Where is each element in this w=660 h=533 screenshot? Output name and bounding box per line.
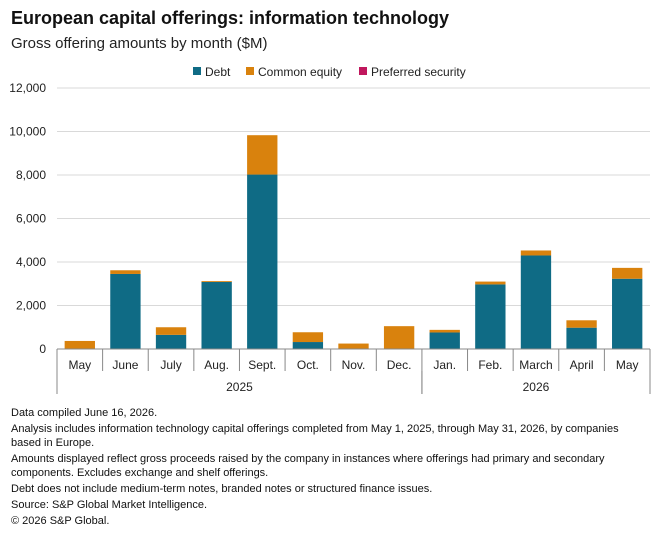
x-tick-label: Jan.	[433, 358, 456, 372]
x-tick-label: May	[68, 358, 91, 372]
bar-common-equity	[64, 340, 95, 349]
grid-lines	[57, 87, 650, 306]
bar-common-equity	[383, 326, 415, 349]
bar-common-equity	[292, 332, 324, 343]
bar-debt	[292, 342, 324, 349]
bar-debt	[429, 332, 460, 349]
bar-debt	[247, 174, 278, 349]
legend-label: Common equity	[258, 65, 342, 79]
x-tick-label: June	[112, 358, 138, 372]
bar-debt	[201, 282, 232, 349]
bar-debt	[475, 284, 506, 349]
note-amounts: Amounts displayed reflect gross proceeds…	[11, 453, 605, 479]
bar-debt	[110, 273, 141, 349]
legend-swatch	[359, 67, 367, 75]
year-label: 2026	[523, 380, 550, 394]
bar-debt	[155, 334, 187, 349]
year-label: 2025	[226, 380, 253, 394]
note-copyright: © 2026 S&P Global.	[11, 515, 110, 527]
bar-common-equity	[201, 281, 232, 283]
x-tick-label: Dec.	[387, 358, 412, 372]
legend-label: Debt	[205, 65, 231, 79]
bar-debt	[566, 327, 597, 349]
bar-common-equity	[429, 329, 460, 333]
bar-common-equity	[338, 343, 369, 349]
x-tick-label: May	[616, 358, 639, 372]
bar-common-equity	[110, 270, 141, 274]
x-axis: May June July Aug. Sept. Oct. Nov. Dec. Jan. Feb.…	[56, 348, 651, 394]
x-tick-label: Aug.	[204, 358, 229, 372]
note-date: Data compiled June 16, 2026.	[11, 407, 158, 419]
bar-common-equity	[520, 250, 552, 256]
bar-debt	[612, 278, 643, 349]
bar-common-equity	[566, 320, 597, 328]
y-axis: 0 2,000 4,000 6,000 8,000 10,000 12,000	[9, 81, 46, 356]
chart-subtitle: Gross offering amounts by month ($M)	[11, 35, 268, 52]
bar-debt	[520, 255, 552, 349]
y-tick-label: 6,000	[16, 212, 46, 226]
bars	[64, 135, 643, 349]
legend-swatch	[193, 67, 201, 75]
legend-label: Preferred security	[371, 65, 466, 79]
bar-common-equity	[247, 135, 278, 175]
chart-notes: Data compiled June 16, 2026. Analysis in…	[11, 406, 651, 530]
y-tick-label: 0	[39, 342, 46, 356]
chart-plot: Debt Common equity Preferred security 0 2,0…	[9, 65, 651, 394]
y-tick-label: 10,000	[9, 125, 46, 139]
note-source: Source: S&P Global Market Intelligence.	[11, 499, 208, 511]
x-tick-label: July	[160, 358, 181, 372]
bar-common-equity	[475, 281, 506, 285]
chart-title: European capital offerings: information …	[11, 8, 450, 28]
y-tick-label: 12,000	[9, 81, 46, 95]
x-tick-label: Oct.	[297, 358, 319, 372]
x-tick-label: Feb.	[478, 358, 502, 372]
note-scope: Analysis includes information technology…	[11, 423, 619, 449]
y-tick-label: 8,000	[16, 168, 46, 182]
x-tick-label: Nov.	[342, 358, 366, 372]
y-tick-label: 2,000	[16, 299, 46, 313]
bar-common-equity	[612, 267, 643, 279]
note-debt: Debt does not include medium-term notes,…	[11, 483, 433, 495]
x-tick-label: Sept.	[248, 358, 276, 372]
legend-swatch	[246, 67, 254, 75]
y-tick-label: 4,000	[16, 255, 46, 269]
x-tick-label: March	[519, 358, 552, 372]
bar-common-equity	[155, 327, 187, 335]
x-tick-label: April	[570, 358, 594, 372]
legend: Debt Common equity Preferred security	[193, 65, 466, 79]
